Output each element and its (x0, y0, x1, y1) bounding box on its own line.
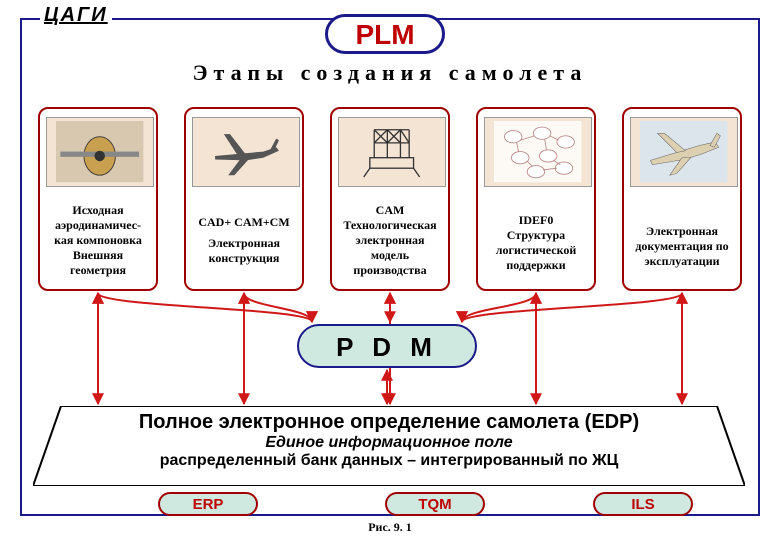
stage-box-2: CAMТехнологическаяэлектроннаямодельпроиз… (330, 107, 450, 291)
idef-icon (484, 117, 592, 187)
tsagi-logo: ЦАГИ (40, 4, 112, 27)
edp-subtitle-2: распределенный банк данных – интегрирова… (33, 452, 745, 470)
pdm-bubble: P D M (297, 324, 477, 368)
aircraft-fly-icon (630, 117, 738, 187)
front-view-icon (46, 117, 154, 187)
stage-label-1: CAD+ CAM+CMЭлектроннаяконструкция (188, 195, 300, 285)
figure-caption: Рис. 9. 1 (0, 520, 780, 535)
stage-label-3: IDEF0Структуралогистическойподдержки (480, 195, 592, 285)
pill-tqm: TQM (385, 492, 485, 516)
stage-box-4: Электроннаядокументация поэксплуатации (622, 107, 742, 291)
diagram-subtitle: Этапы создания самолета (0, 60, 780, 86)
stage-box-3: IDEF0Структуралогистическойподдержки (476, 107, 596, 291)
stage-label-4: Электроннаядокументация поэксплуатации (626, 195, 738, 285)
edp-subtitle-1: Единое информационное поле (33, 434, 745, 452)
pill-erp: ERP (158, 492, 258, 516)
pill-ils: ILS (593, 492, 693, 516)
stage-box-0: Исходнаяаэродинамичес-кая компоновкаВнеш… (38, 107, 158, 291)
stage-label-2: CAMТехнологическаяэлектроннаямодельпроиз… (334, 195, 446, 285)
aircraft-icon (192, 117, 300, 187)
stage-box-1: CAD+ CAM+CMЭлектроннаяконструкция (184, 107, 304, 291)
rig-icon (338, 117, 446, 187)
stage-label-0: Исходнаяаэродинамичес-кая компоновкаВнеш… (42, 195, 154, 285)
edp-title: Полное электронное определение самолета … (33, 410, 745, 434)
plm-title-bubble: PLM (325, 14, 445, 54)
edp-text-block: Полное электронное определение самолета … (33, 410, 745, 470)
